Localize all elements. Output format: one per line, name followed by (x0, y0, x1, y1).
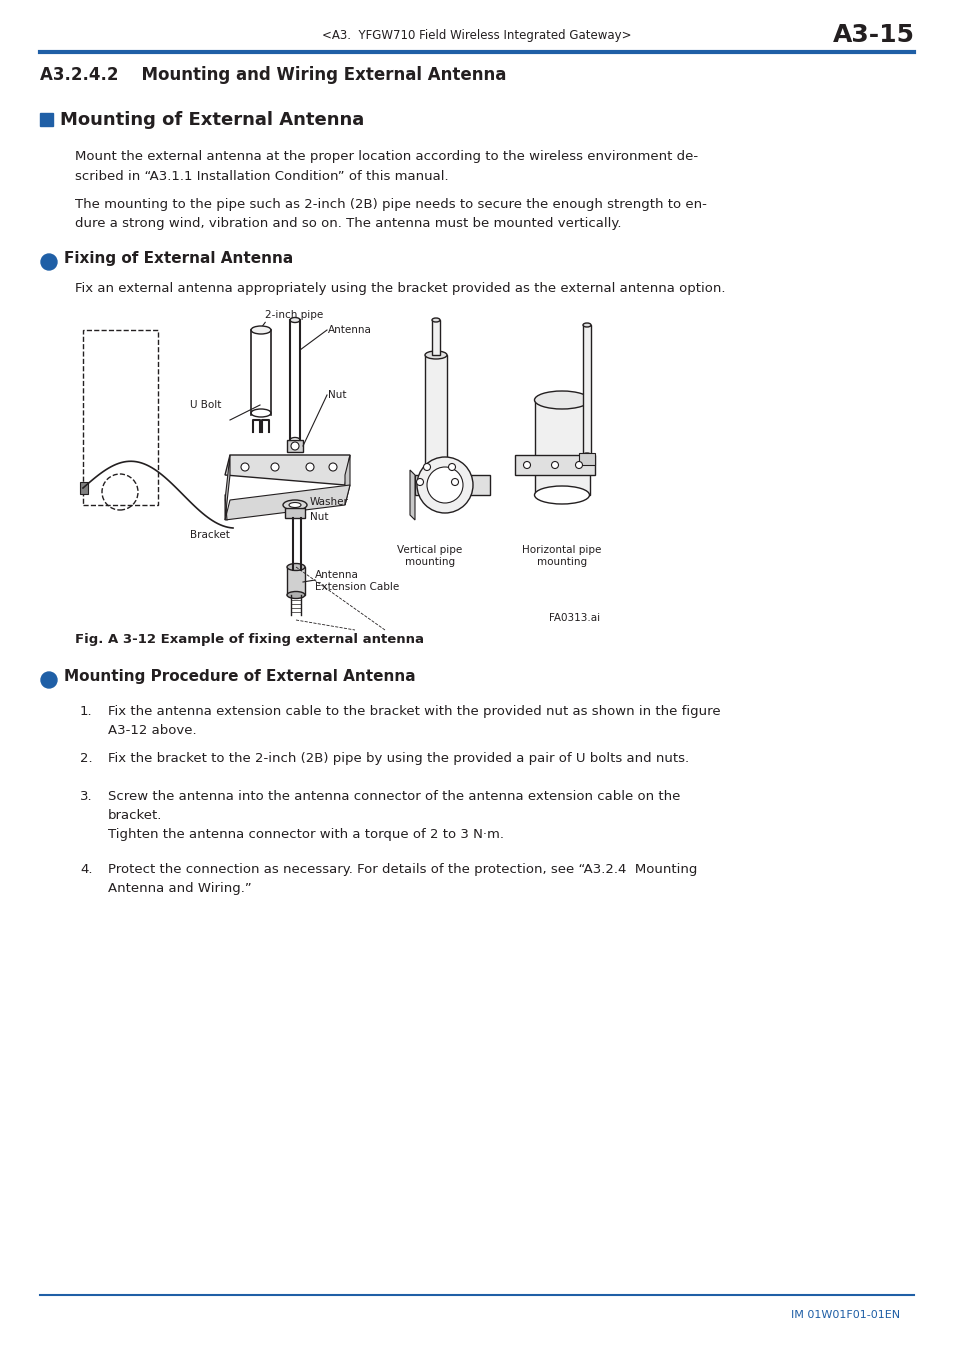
Text: U Bolt: U Bolt (190, 400, 221, 410)
Text: Fix an external antenna appropriately using the bracket provided as the external: Fix an external antenna appropriately us… (75, 282, 724, 296)
Ellipse shape (534, 486, 589, 504)
Circle shape (416, 458, 473, 513)
Text: <A3.  YFGW710 Field Wireless Integrated Gateway>: <A3. YFGW710 Field Wireless Integrated G… (322, 28, 631, 42)
Text: FA0313.ai: FA0313.ai (548, 613, 599, 622)
Text: Fixing of External Antenna: Fixing of External Antenna (64, 251, 293, 266)
Ellipse shape (424, 351, 447, 359)
Bar (80, 482, 88, 494)
Ellipse shape (287, 591, 305, 598)
Text: Fig. A 3-12 Example of fixing external antenna: Fig. A 3-12 Example of fixing external a… (75, 633, 423, 647)
Text: Horizontal pipe: Horizontal pipe (521, 545, 601, 555)
Text: The mounting to the pipe such as 2-inch (2B) pipe needs to secure the enough str: The mounting to the pipe such as 2-inch … (75, 198, 706, 231)
Circle shape (271, 463, 278, 471)
Bar (424, 355, 447, 475)
Polygon shape (225, 455, 230, 520)
Circle shape (416, 478, 423, 486)
Bar (535, 400, 589, 495)
Text: Screw the antenna into the antenna connector of the antenna extension cable on t: Screw the antenna into the antenna conne… (108, 790, 679, 841)
Text: Fix the bracket to the 2-inch (2B) pipe by using the provided a pair of U bolts : Fix the bracket to the 2-inch (2B) pipe … (108, 752, 688, 765)
Ellipse shape (432, 319, 439, 323)
Text: mounting: mounting (404, 558, 455, 567)
Circle shape (448, 463, 455, 471)
Ellipse shape (582, 454, 590, 458)
Polygon shape (225, 485, 350, 520)
Circle shape (41, 672, 57, 688)
Ellipse shape (534, 392, 589, 409)
Text: 3.: 3. (80, 790, 92, 803)
Ellipse shape (290, 317, 299, 323)
Polygon shape (515, 455, 595, 475)
Text: IM 01W01F01-01EN: IM 01W01F01-01EN (790, 1310, 899, 1320)
Ellipse shape (287, 563, 305, 571)
Circle shape (551, 462, 558, 468)
Polygon shape (410, 470, 415, 520)
Ellipse shape (251, 325, 271, 333)
Text: Mounting Procedure of External Antenna: Mounting Procedure of External Antenna (64, 670, 416, 684)
Circle shape (329, 463, 336, 471)
Circle shape (427, 467, 462, 504)
Text: Extension Cable: Extension Cable (314, 582, 399, 593)
Text: 2-inch pipe: 2-inch pipe (265, 310, 323, 320)
Ellipse shape (424, 471, 447, 479)
Text: Mounting of External Antenna: Mounting of External Antenna (60, 111, 364, 130)
Text: Bracket: Bracket (190, 531, 230, 540)
Text: 1.: 1. (80, 705, 92, 718)
Polygon shape (225, 455, 350, 485)
Text: Nut: Nut (328, 390, 346, 400)
Ellipse shape (289, 502, 301, 508)
Text: Fix the antenna extension cable to the bracket with the provided nut as shown in: Fix the antenna extension cable to the b… (108, 705, 720, 737)
FancyBboxPatch shape (287, 440, 303, 452)
Circle shape (423, 463, 430, 471)
Text: Nut: Nut (310, 512, 328, 522)
Text: mounting: mounting (537, 558, 586, 567)
Polygon shape (415, 475, 490, 495)
Polygon shape (345, 455, 350, 505)
Circle shape (291, 441, 298, 450)
Text: Vertical pipe: Vertical pipe (397, 545, 462, 555)
Ellipse shape (582, 323, 590, 327)
Circle shape (523, 462, 530, 468)
Bar (582, 325, 590, 455)
FancyBboxPatch shape (578, 454, 595, 464)
Ellipse shape (283, 500, 307, 510)
Bar (432, 320, 439, 355)
Text: 2.: 2. (80, 752, 92, 765)
Text: Mount the external antenna at the proper location according to the wireless envi: Mount the external antenna at the proper… (75, 150, 698, 182)
Text: Washer: Washer (310, 497, 349, 508)
FancyBboxPatch shape (40, 113, 53, 126)
Text: A3-15: A3-15 (832, 23, 914, 47)
Bar (287, 567, 305, 595)
Text: 4.: 4. (80, 863, 92, 876)
Circle shape (451, 478, 458, 486)
Text: Protect the connection as necessary. For details of the protection, see “A3.2.4 : Protect the connection as necessary. For… (108, 863, 697, 895)
Text: Antenna: Antenna (314, 570, 358, 580)
Text: A3.2.4.2    Mounting and Wiring External Antenna: A3.2.4.2 Mounting and Wiring External An… (40, 66, 506, 84)
Circle shape (306, 463, 314, 471)
Circle shape (241, 463, 249, 471)
FancyBboxPatch shape (285, 508, 305, 518)
Ellipse shape (251, 409, 271, 417)
Circle shape (41, 254, 57, 270)
Circle shape (575, 462, 582, 468)
Text: Antenna: Antenna (328, 325, 372, 335)
Ellipse shape (290, 437, 299, 443)
